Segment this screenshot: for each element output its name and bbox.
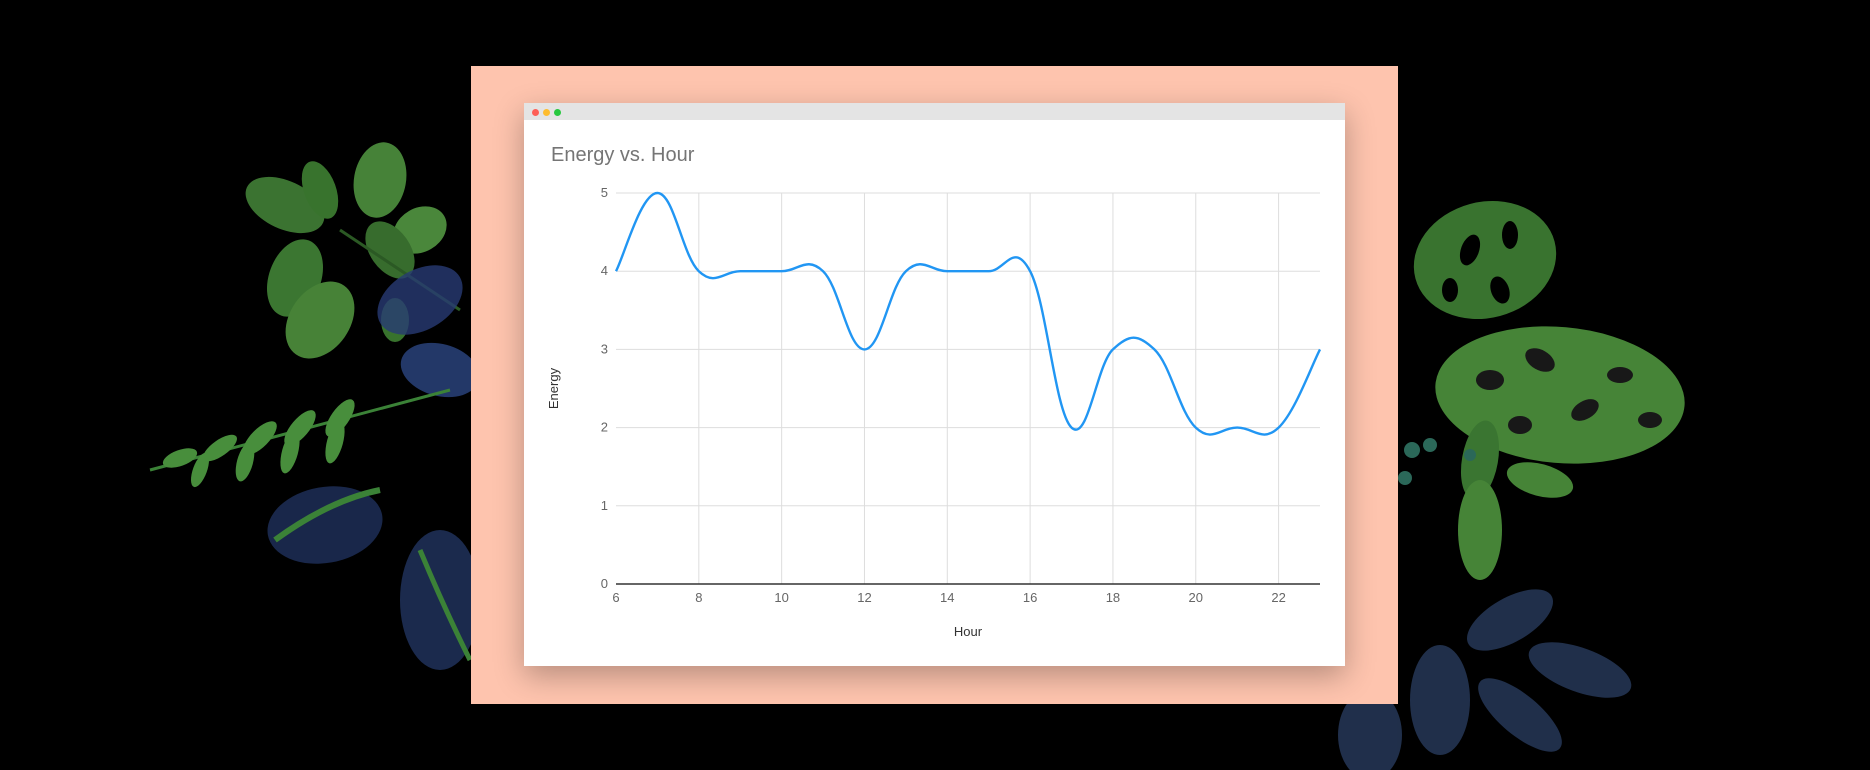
y-tick-label: 5: [601, 185, 608, 200]
y-tick-label: 0: [601, 576, 608, 591]
x-tick-label: 16: [1023, 590, 1037, 605]
left-leaf-cluster: [149, 142, 480, 670]
close-dot[interactable]: [532, 109, 539, 116]
x-tick-label: 12: [857, 590, 871, 605]
minimize-dot[interactable]: [543, 109, 550, 116]
window-titlebar: [524, 103, 1345, 120]
browser-window: Energy vs. Hour 6 8 10 12 14 16 18 20 22 0 1 2 3 4 5 Ho…: [524, 103, 1345, 666]
x-tick-label: 6: [612, 590, 619, 605]
y-axis-title: Energy: [546, 367, 561, 409]
y-tick-label: 3: [601, 341, 608, 356]
y-tick-label: 4: [601, 263, 608, 278]
x-tick-label: 22: [1271, 590, 1285, 605]
x-tick-label: 20: [1189, 590, 1203, 605]
chart-title: Energy vs. Hour: [551, 144, 695, 166]
x-tick-label: 8: [695, 590, 702, 605]
right-leaf-cluster: [1338, 200, 1685, 770]
x-tick-label: 10: [774, 590, 788, 605]
energy-series-line: [614, 191, 1322, 436]
y-tick-label: 2: [601, 420, 608, 435]
zoom-dot[interactable]: [554, 109, 561, 116]
x-tick-label: 18: [1106, 590, 1120, 605]
y-tick-label: 1: [601, 498, 608, 513]
x-tick-label: 14: [940, 590, 954, 605]
x-axis-title: Hour: [954, 624, 983, 639]
